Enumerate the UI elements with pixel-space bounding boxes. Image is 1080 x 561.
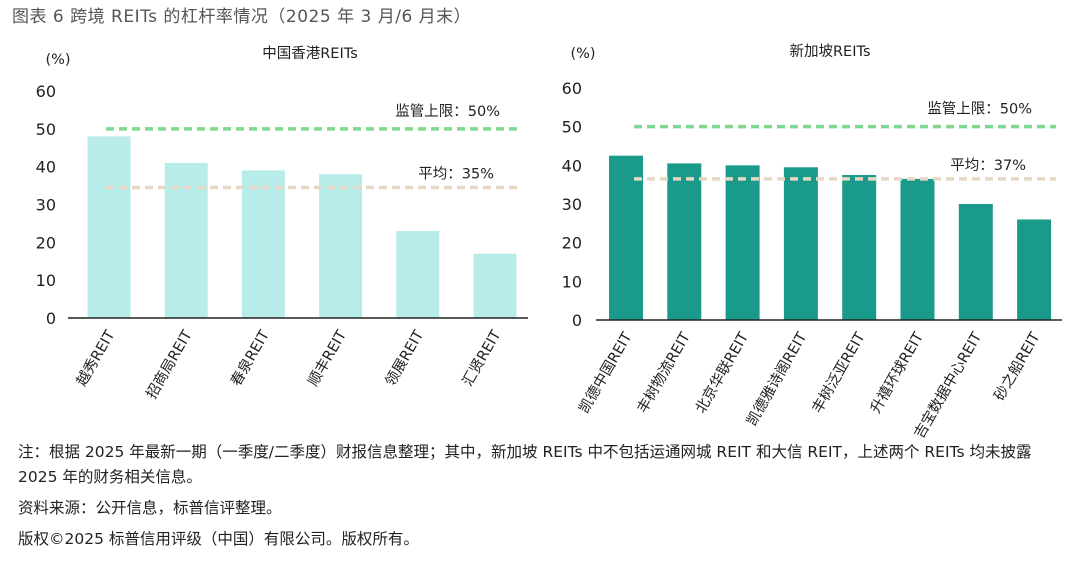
hk-y-tick-label: 50 (36, 120, 56, 139)
hk-bar (241, 170, 285, 318)
hk-bar (396, 230, 440, 318)
hk-limit-label: 监管上限：50% (395, 103, 500, 120)
sg-category-label: 凯德中国REIT (576, 329, 636, 416)
sg-y-tick-label: 30 (562, 195, 582, 214)
sg-bar (609, 155, 643, 320)
hk-chart-title: 中国香港REITs (262, 45, 358, 62)
sg-category-label: 丰树泛亚REIT (809, 329, 869, 416)
sg-y-tick-label: 20 (562, 234, 582, 253)
sg-limit-label: 监管上限：50% (927, 101, 1032, 118)
hk-category-label: 招商局REIT (143, 327, 196, 401)
hk-bar (473, 253, 517, 318)
note-text: 注：根据 2025 年最新一期（一季度/二季度）财报信息整理；其中，新加坡 RE… (18, 443, 1032, 486)
sg-bar (783, 167, 818, 320)
sg-y-tick-label: 50 (562, 118, 582, 137)
copyright-text: 版权©2025 标普信用评级（中国）有限公司。版权所有。 (18, 530, 419, 548)
hk-y-tick-label: 0 (46, 309, 56, 328)
sg-y-tick-label: 40 (562, 156, 582, 175)
hk-bar (87, 136, 131, 318)
hk-y-tick-label: 30 (36, 196, 56, 215)
sg-bar (842, 175, 877, 320)
sg-bar (958, 204, 993, 320)
sg-bar (1017, 219, 1052, 320)
charts-canvas: 中国香港REITs (%) 0 10 20 30 40 50 60 越秀REIT 招商局REIT 春泉… (36, 43, 1062, 440)
sg-chart-title: 新加坡REITs (789, 43, 870, 60)
figure-title: 图表 6 跨境 REITs 的杠杆率情况（2025 年 3 月/6 月末） (12, 7, 472, 27)
hk-category-label: 顺丰REIT (305, 327, 350, 389)
hk-y-tick-label: 10 (36, 271, 56, 290)
sg-category-label: 砂之船REIT (991, 329, 1044, 403)
hk-bar (319, 174, 363, 318)
source-text: 资料来源：公开信息，标普信评整理。 (18, 499, 282, 517)
sg-bar (725, 165, 760, 320)
hk-y-tick-label: 40 (36, 158, 56, 177)
sg-y-unit-label: (%) (570, 46, 595, 62)
hk-category-label: 越秀REIT (73, 327, 118, 389)
hk-category-label: 春泉REIT (227, 327, 272, 389)
hk-y-unit-label: (%) (45, 52, 70, 68)
sg-category-label: 北京华联REIT (692, 329, 752, 416)
sg-y-tick-label: 0 (572, 311, 582, 330)
sg-bar (667, 163, 702, 320)
hk-y-tick-label: 60 (36, 82, 56, 101)
notes: 注：根据 2025 年最新一期（一季度/二季度）财报信息整理；其中，新加坡 RE… (18, 440, 1068, 560)
hk-y-tick-label: 20 (36, 233, 56, 252)
sg-y-tick-label: 10 (562, 272, 582, 291)
sg-average-label: 平均：37% (950, 157, 1026, 174)
sg-bar (900, 178, 935, 320)
hk-average-label: 平均：35% (418, 165, 494, 182)
sg-category-label: 凯德雅诗阁REIT (743, 329, 810, 428)
sg-category-label: 丰树物流REIT (634, 329, 694, 416)
hk-category-label: 汇贤REIT (459, 327, 504, 389)
sg-y-tick-label: 60 (562, 79, 582, 98)
hk-category-label: 领展REIT (382, 327, 427, 389)
sg-category-label: 升禧环球REIT (867, 329, 927, 416)
